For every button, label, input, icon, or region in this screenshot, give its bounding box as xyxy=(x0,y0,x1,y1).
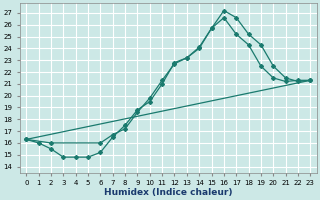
X-axis label: Humidex (Indice chaleur): Humidex (Indice chaleur) xyxy=(104,188,233,197)
